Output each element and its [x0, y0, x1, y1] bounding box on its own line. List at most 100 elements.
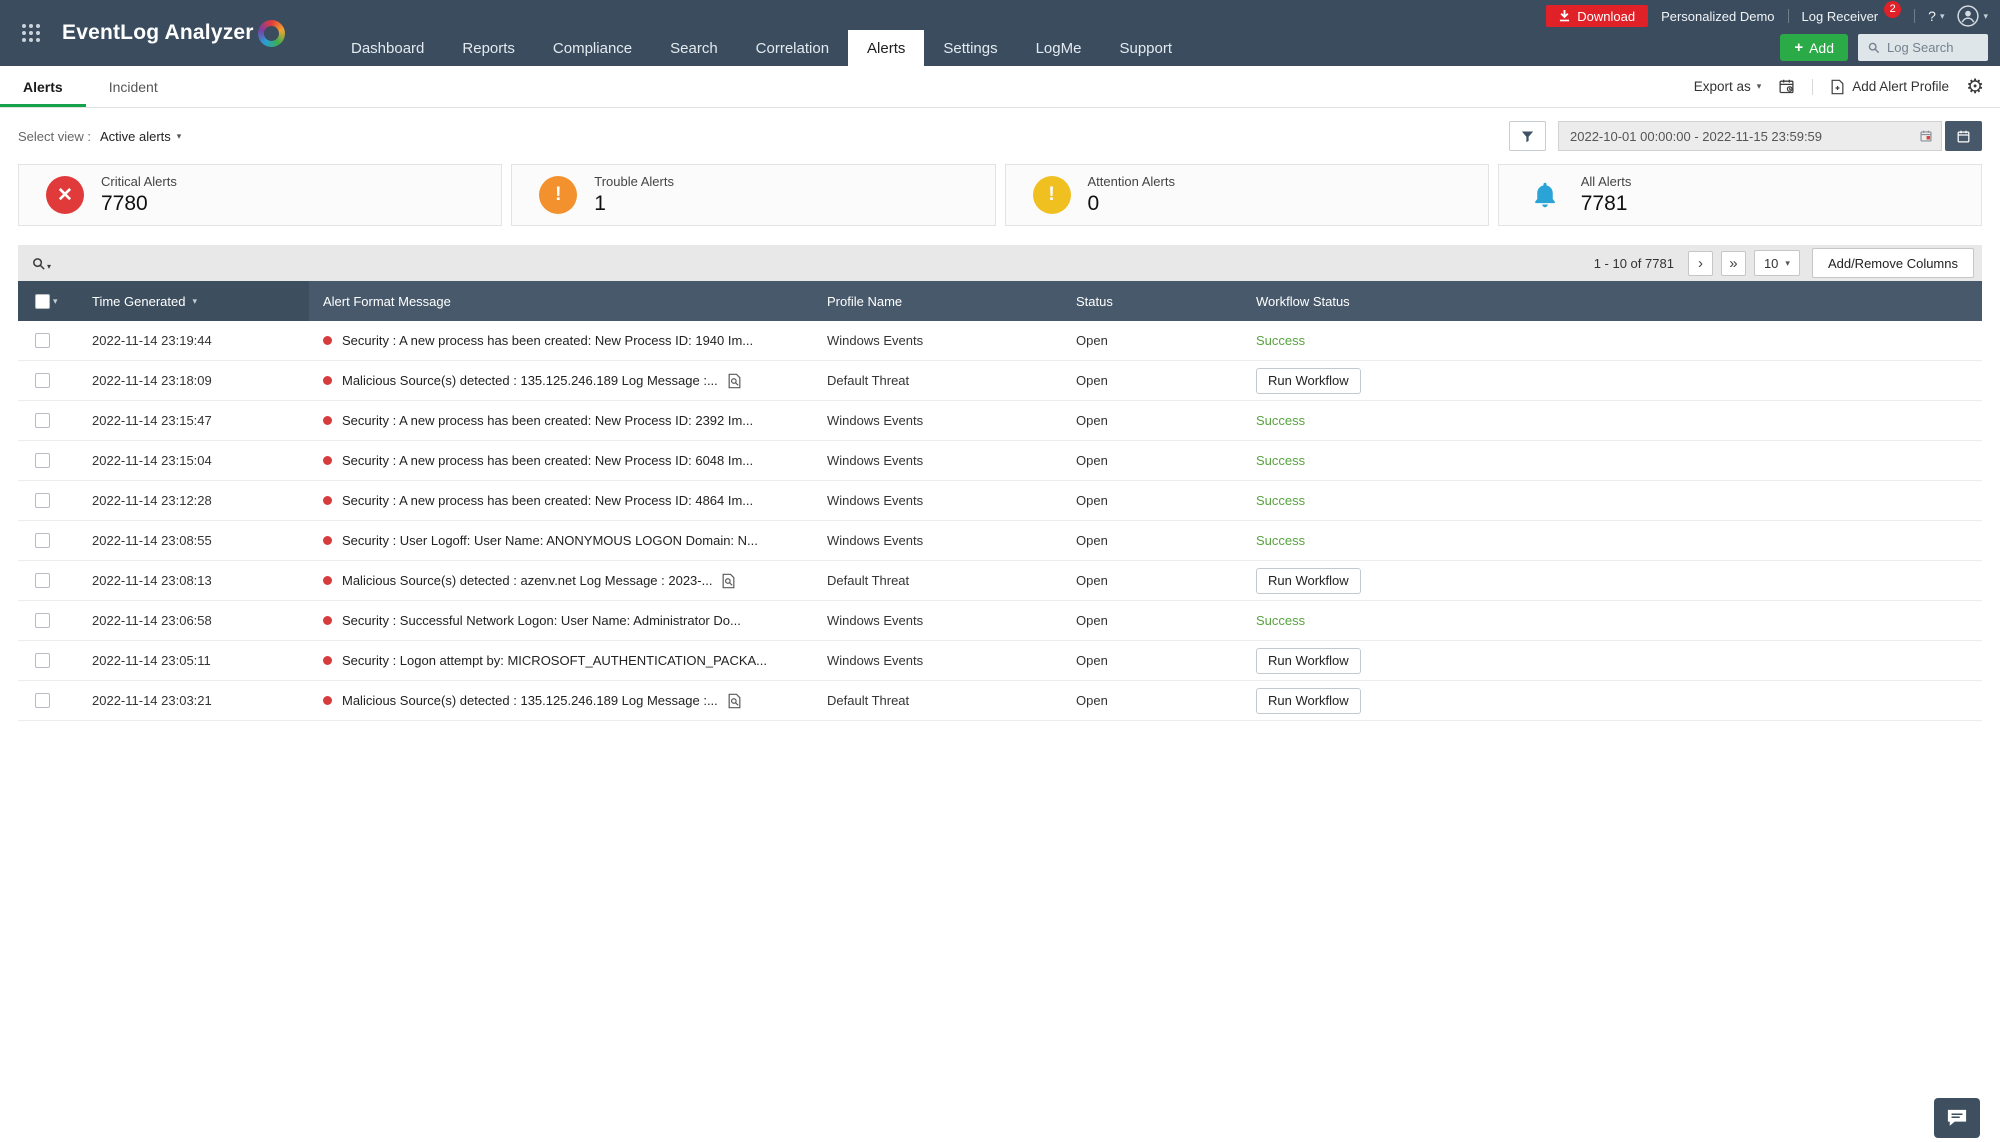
row-checkbox[interactable]: [35, 573, 50, 588]
add-alert-profile-button[interactable]: Add Alert Profile: [1830, 79, 1949, 95]
row-checkbox[interactable]: [35, 453, 50, 468]
run-workflow-button[interactable]: Run Workflow: [1256, 367, 1361, 394]
column-header-time-generated[interactable]: Time Generated ▾: [76, 281, 309, 321]
severity-dot-icon: [323, 376, 332, 385]
tab-incident[interactable]: Incident: [108, 78, 158, 95]
app-launcher-grid-icon[interactable]: [14, 16, 48, 50]
download-button[interactable]: Download: [1546, 5, 1649, 27]
chevron-down-icon[interactable]: ▾: [53, 295, 58, 306]
run-workflow-button[interactable]: Run Workflow: [1256, 567, 1361, 594]
summary-card-critical-alerts[interactable]: ✕ Critical Alerts 7780: [18, 164, 503, 226]
log-lookup-icon[interactable]: [727, 693, 742, 709]
table-row: 2022-11-14 23:12:28 Security : A new proc…: [18, 481, 1982, 521]
row-message[interactable]: Security : Logon attempt by: MICROSOFT_A…: [342, 653, 768, 668]
severity-dot-icon: [323, 496, 332, 505]
date-range-picker[interactable]: 2022-10-01 00:00:00 - 2022-11-15 23:59:5…: [1558, 121, 1942, 151]
add-remove-columns-button[interactable]: Add/Remove Columns: [1811, 248, 1974, 278]
row-message[interactable]: Security : A new process has been create…: [342, 453, 754, 468]
row-checkbox[interactable]: [35, 493, 50, 508]
log-search[interactable]: Log Search: [1858, 34, 1988, 61]
nav-item-reports[interactable]: Reports: [462, 39, 515, 57]
summary-card-all-alerts[interactable]: All Alerts 7781: [1497, 164, 1982, 226]
run-workflow-button[interactable]: Run Workflow: [1256, 647, 1361, 674]
row-message-cell: Malicious Source(s) detected : 135.125.2…: [309, 361, 815, 400]
personalized-demo-link[interactable]: Personalized Demo: [1661, 8, 1775, 24]
log-lookup-icon[interactable]: [727, 373, 742, 389]
user-menu[interactable]: ▾: [1957, 5, 1988, 27]
column-label: Alert Format Message: [323, 293, 451, 309]
row-checkbox[interactable]: [35, 373, 50, 388]
page-size-select[interactable]: 10 ▾: [1753, 250, 1800, 276]
row-message[interactable]: Security : A new process has been create…: [342, 493, 754, 508]
subtabs: Alerts Incident: [0, 66, 181, 107]
workflow-success-label: Success: [1256, 453, 1306, 468]
add-button-label: Add: [1809, 39, 1834, 56]
row-checkbox[interactable]: [35, 613, 50, 628]
add-alert-profile-label: Add Alert Profile: [1852, 79, 1950, 94]
utility-bar: Download Personalized Demo Log Receiver …: [1546, 0, 1988, 28]
select-all-checkbox[interactable]: [35, 293, 50, 309]
calendar-button[interactable]: [1945, 121, 1982, 151]
logo-swirl-icon: [257, 19, 285, 47]
row-time: 2022-11-14 23:18:09: [92, 373, 212, 388]
nav-item-settings[interactable]: Settings: [943, 39, 998, 57]
help-menu[interactable]: ? ▾: [1928, 8, 1944, 24]
notification-badge[interactable]: 2: [1884, 0, 1902, 18]
workflow-success-label: Success: [1256, 413, 1306, 428]
column-header-status[interactable]: Status: [1064, 281, 1243, 321]
table-row: 2022-11-14 23:19:44 Security : A new proc…: [18, 321, 1982, 361]
nav-item-logme[interactable]: LogMe: [1035, 39, 1082, 57]
row-checkbox[interactable]: [35, 693, 50, 708]
row-checkbox-cell: [18, 481, 76, 520]
row-message[interactable]: Security : A new process has been create…: [342, 333, 754, 348]
summary-card-attention-alerts[interactable]: ! Attention Alerts 0: [1004, 164, 1489, 226]
nav-item-dashboard[interactable]: Dashboard: [351, 39, 425, 57]
nav-item-support[interactable]: Support: [1119, 39, 1173, 57]
summary-card-trouble-alerts[interactable]: ! Trouble Alerts 1: [511, 164, 996, 226]
view-selector[interactable]: Active alerts ▾: [100, 129, 181, 144]
row-checkbox-cell: [18, 681, 76, 720]
nav-item-alerts[interactable]: Alerts: [848, 30, 925, 66]
next-page-button[interactable]: ›: [1687, 250, 1713, 276]
severity-dot-icon: [323, 416, 332, 425]
row-checkbox[interactable]: [35, 413, 50, 428]
header-actions: + Add Log Search: [1780, 34, 1988, 61]
schedule-report-icon[interactable]: [1778, 78, 1795, 95]
column-header-alert-format-message[interactable]: Alert Format Message: [309, 281, 815, 321]
date-filter-group: 2022-10-01 00:00:00 - 2022-11-15 23:59:5…: [1509, 121, 1982, 151]
settings-gear-icon[interactable]: ⚙: [1966, 75, 1984, 98]
row-checkbox[interactable]: [35, 653, 50, 668]
tab-alerts[interactable]: Alerts: [0, 66, 86, 107]
header-checkbox-cell: ▾: [18, 281, 76, 321]
row-status: Open: [1076, 693, 1108, 708]
chat-launcher-button[interactable]: [1934, 1098, 1980, 1138]
column-header-workflow-status[interactable]: Workflow Status: [1243, 281, 1982, 321]
row-workflow-cell: Run Workflow: [1243, 561, 1982, 600]
row-message[interactable]: Malicious Source(s) detected : 135.125.2…: [342, 373, 718, 388]
nav-item-compliance[interactable]: Compliance: [552, 39, 633, 57]
log-search-label: Log Search: [1887, 40, 1954, 55]
filter-button[interactable]: [1509, 121, 1546, 151]
run-workflow-button[interactable]: Run Workflow: [1256, 687, 1361, 714]
row-checkbox[interactable]: [35, 333, 50, 348]
row-message[interactable]: Security : Successful Network Logon: Use…: [342, 613, 741, 628]
export-as-menu[interactable]: Export as ▾: [1694, 79, 1762, 94]
search-icon: [1867, 41, 1880, 54]
nav-item-correlation[interactable]: Correlation: [755, 39, 830, 57]
log-lookup-icon[interactable]: [721, 573, 736, 589]
row-message[interactable]: Malicious Source(s) detected : 135.125.2…: [342, 693, 718, 708]
row-checkbox-cell: [18, 641, 76, 680]
last-page-button[interactable]: »: [1720, 250, 1746, 276]
row-message-cell: Security : A new process has been create…: [309, 481, 815, 520]
log-receiver-link[interactable]: Log Receiver: [1801, 8, 1879, 24]
row-profile: Windows Events: [827, 333, 924, 348]
row-message[interactable]: Security : A new process has been create…: [342, 413, 754, 428]
row-time: 2022-11-14 23:19:44: [92, 333, 212, 348]
row-checkbox[interactable]: [35, 533, 50, 548]
add-button[interactable]: + Add: [1780, 34, 1848, 61]
column-header-profile-name[interactable]: Profile Name: [815, 281, 1064, 321]
row-message[interactable]: Security : User Logoff: User Name: ANONY…: [342, 533, 758, 548]
table-search-icon[interactable]: ▾: [31, 256, 51, 271]
row-message[interactable]: Malicious Source(s) detected : azenv.net…: [342, 573, 713, 588]
nav-item-search[interactable]: Search: [670, 39, 718, 57]
